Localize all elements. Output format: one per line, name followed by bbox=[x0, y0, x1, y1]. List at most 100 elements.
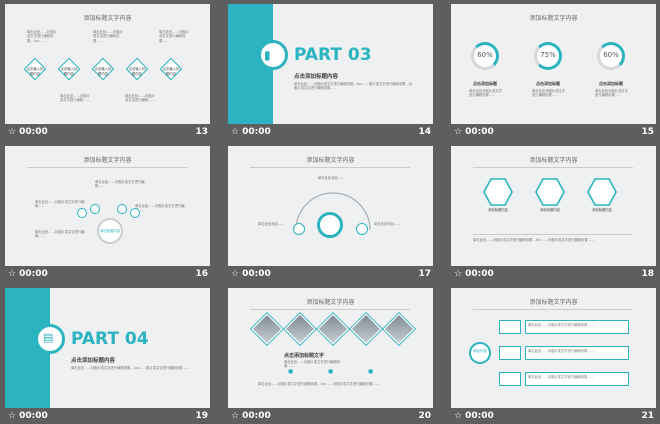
caption: 点击添加标题 bbox=[599, 81, 623, 86]
bar-chart-icon: ▮ bbox=[264, 48, 271, 62]
slide-title: 添加标题文字内容 bbox=[529, 15, 578, 22]
text-block: 单击此处……对图片或文字进行编辑设置…… bbox=[93, 30, 123, 43]
center-circle bbox=[469, 342, 491, 364]
star-icon: ☆ bbox=[454, 269, 463, 279]
slide-number: 13 bbox=[195, 127, 208, 137]
text-block: 单击此处添加…… bbox=[374, 222, 401, 226]
slide-canvas: 添加标题文字内容 添加内容 单击此处……对图片或文字进行编辑设置…… 单击此处…… bbox=[451, 288, 656, 408]
branch-box bbox=[499, 346, 521, 360]
text-block: 单击此处……对图片或文字进行编辑设置…… bbox=[159, 30, 189, 43]
slide-time: 00:00 bbox=[465, 269, 494, 279]
progress-value: 60% bbox=[603, 51, 619, 59]
slide-footer: ☆ 00:00 20 bbox=[228, 411, 433, 424]
slide-number: 19 bbox=[195, 411, 208, 421]
slide-canvas: 添加标题文字内容 添加标题内容 添加标题内容 添加标题内容 单击此处……对图片或… bbox=[451, 146, 656, 266]
hex-label: 添加标题内容 bbox=[592, 208, 612, 212]
slide-canvas: ▤ PART 04 点击添加标题内容 单击此处……对图片或文字进行编辑设置，Ac… bbox=[5, 288, 210, 408]
text-block: 单击此处对图片或文字进行编辑设置…… bbox=[532, 89, 565, 98]
search-icon bbox=[293, 223, 305, 235]
bulb-shape bbox=[97, 218, 123, 244]
slide-number: 16 bbox=[195, 269, 208, 279]
slide-title: 添加标题文字内容 bbox=[306, 299, 355, 306]
slide-number: 15 bbox=[641, 127, 654, 137]
part-heading: PART 04 bbox=[71, 329, 149, 349]
star-icon: ☆ bbox=[8, 127, 17, 137]
star-icon: ☆ bbox=[231, 127, 240, 137]
slide-title: 添加标题文字内容 bbox=[529, 299, 578, 306]
slide-number: 21 bbox=[641, 411, 654, 421]
folder-icon: ▤ bbox=[43, 331, 54, 344]
caption: 点击添加标题 bbox=[473, 81, 497, 86]
node-icon bbox=[77, 208, 87, 218]
text-block: 单击此处……对图片或文字进行编辑…… bbox=[35, 200, 85, 209]
text-block: 单击此处……对图片或文字进行编辑…… bbox=[125, 94, 155, 103]
progress-value: 60% bbox=[477, 51, 493, 59]
divider bbox=[473, 234, 633, 235]
text-block: 单击此处……对图片或文字进行编辑设置…… bbox=[284, 360, 341, 369]
slide-footer: ☆ 00:00 17 bbox=[228, 269, 433, 283]
title-divider bbox=[473, 167, 633, 168]
slide-canvas: 添加标题文字内容 单击此处添加…… 单击此处添加…… 单击此处添加…… bbox=[228, 146, 433, 266]
text-block: 单击此处……对图片或文字进行编辑设置，Acc……对图片或文字进行编辑设置…… bbox=[258, 382, 380, 386]
branch-box bbox=[499, 372, 521, 386]
slide-footer: ☆ 00:00 13 bbox=[5, 127, 210, 141]
node-icon bbox=[117, 204, 127, 214]
hex-label: 添加标题内容 bbox=[488, 208, 508, 212]
title-divider bbox=[473, 309, 633, 310]
slide-footer: ☆ 00:00 16 bbox=[5, 269, 210, 283]
slide-number: 20 bbox=[418, 411, 431, 421]
chart-icon bbox=[35, 324, 65, 354]
slide-title: 添加标题文字内容 bbox=[83, 15, 132, 22]
node-icon bbox=[130, 208, 140, 218]
text-block: 单击此处对图片或文字进行编辑设置…… bbox=[469, 89, 502, 98]
text-block: 单击此处添加…… bbox=[258, 222, 285, 226]
branch-text-box bbox=[525, 346, 629, 360]
progress-ring bbox=[597, 42, 625, 70]
star-icon: ☆ bbox=[8, 411, 17, 421]
diamond-label: 点击输入标题内容 bbox=[128, 67, 146, 76]
text-block: 单击此处……对图片或文字进行编辑设置，Acc……图片或文字进行编辑设置…… bbox=[71, 366, 189, 370]
title-divider bbox=[250, 309, 410, 310]
team-photo bbox=[284, 313, 316, 345]
star-icon: ☆ bbox=[454, 411, 463, 421]
team-photo bbox=[251, 313, 283, 345]
hexagon-shape bbox=[535, 178, 565, 206]
slide-time: 00:00 bbox=[19, 127, 48, 137]
progress-ring bbox=[471, 42, 499, 70]
diamond-label: 点击输入标题内容 bbox=[26, 67, 44, 76]
hexagon-shape bbox=[587, 178, 617, 206]
text-block: 单击此处……对图片或文字进行编辑…… bbox=[60, 94, 90, 103]
star-icon: ☆ bbox=[231, 411, 240, 421]
slide-title: 添加标题文字内容 bbox=[83, 157, 132, 164]
slide-number: 17 bbox=[418, 269, 431, 279]
slide-time: 00:00 bbox=[19, 411, 48, 421]
slide-time: 00:00 bbox=[19, 269, 48, 279]
slide-canvas: 添加标题文字内容 单击此处……对图片或文字进行编辑设置，Acc…… 单击此处……… bbox=[5, 4, 210, 124]
slide-footer: ☆ 00:00 21 bbox=[451, 411, 656, 424]
branch-text-box bbox=[525, 372, 629, 386]
mail-icon: ● bbox=[368, 368, 374, 375]
text-block: 单击此处……对图片或文字进行编辑设置，Acc…… bbox=[27, 30, 57, 43]
arc-diagram bbox=[295, 192, 371, 231]
branch-text-box bbox=[525, 320, 629, 334]
slide-time: 00:00 bbox=[242, 127, 271, 137]
text-block: 单击此处……对图片或文字进行编辑设置…… bbox=[528, 323, 594, 327]
text-block: 单击此处……对图片或文字进行编辑…… bbox=[135, 204, 185, 213]
node-icon bbox=[356, 223, 368, 235]
slide-title: 添加标题文字内容 bbox=[529, 157, 578, 164]
person-icon: ● bbox=[288, 368, 294, 375]
diamond-label: 点击输入标题内容 bbox=[94, 67, 112, 76]
center-label: 添加标题内容 bbox=[99, 229, 121, 233]
slide-number: 18 bbox=[641, 269, 654, 279]
hex-label: 添加标题内容 bbox=[540, 208, 560, 212]
slide-title: 添加标题文字内容 bbox=[306, 157, 355, 164]
progress-value: 75% bbox=[540, 51, 556, 59]
text-block: 单击此处添加…… bbox=[318, 176, 345, 180]
slide-canvas: 添加标题文字内容 单击此处……对图片或文字进行编辑…… 单击此处……对图片或文字… bbox=[5, 146, 210, 266]
star-icon: ☆ bbox=[8, 269, 17, 279]
slide-time: 00:00 bbox=[465, 411, 494, 421]
part-heading: PART 03 bbox=[294, 45, 372, 65]
center-label: 添加内容 bbox=[472, 349, 488, 353]
text-block: 单击此处……对图片或文字进行编辑…… bbox=[95, 180, 145, 189]
slide-time: 00:00 bbox=[465, 127, 494, 137]
